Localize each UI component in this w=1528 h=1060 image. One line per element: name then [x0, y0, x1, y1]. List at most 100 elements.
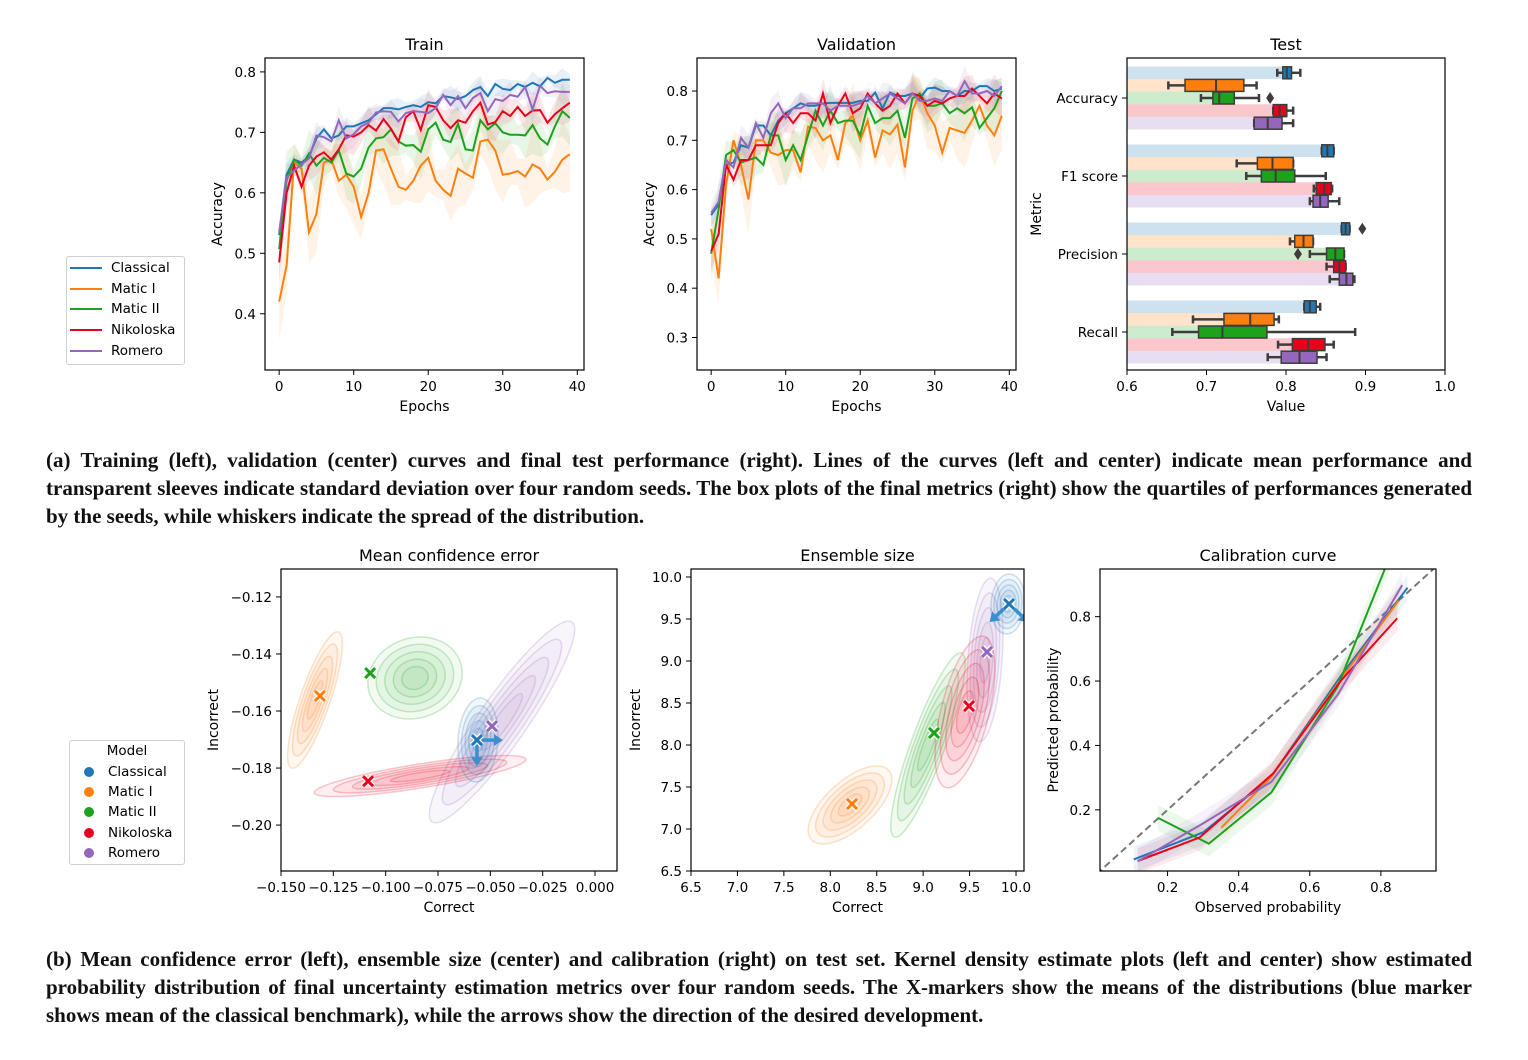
box: [1212, 91, 1236, 105]
y-tick-label: 0.6: [667, 183, 688, 199]
y-tick-label: Recall: [1078, 325, 1118, 341]
mean-bar: [1127, 313, 1247, 326]
y-tick-label: Accuracy: [1056, 91, 1118, 107]
kde-contour: [367, 636, 463, 720]
x-tick-label: 40: [569, 379, 586, 395]
x-tick-label: 8.0: [820, 880, 841, 896]
chart-title: Validation: [817, 35, 896, 54]
chart-title: Calibration curve: [1200, 546, 1337, 565]
legend-item: Matic I: [67, 279, 156, 299]
x-tick-label: 0.8: [1275, 379, 1296, 395]
kde-contour: [441, 638, 563, 806]
series-line-romero: [278, 83, 570, 233]
x-tick-label: 0.8: [1370, 880, 1391, 896]
y-tick-label: 0.8: [235, 65, 256, 81]
outlier-marker: [1293, 248, 1302, 260]
chart-train: Train Epochs Accuracy 0 10 20 30 40 0.4 0.5 0.6 0.7…: [210, 35, 586, 415]
y-tick-label: Precision: [1058, 247, 1118, 263]
confidence-band: [1133, 574, 1408, 871]
y-tick-label: 9.5: [661, 612, 682, 628]
legend-label: Romero: [108, 845, 161, 861]
x-tick-label: 10.0: [1001, 880, 1031, 896]
y-tick-label: 6.5: [661, 864, 682, 880]
mean-bar: [1127, 260, 1340, 273]
legend-label: Romero: [111, 343, 164, 359]
mean-bar: [1127, 66, 1286, 80]
axes-frame: [264, 57, 585, 371]
legend-label: Matic I: [108, 784, 153, 800]
legend-dot: [84, 848, 94, 858]
kde-contour: [950, 676, 980, 748]
kde-contour: [934, 635, 996, 789]
y-tick-label: −0.16: [231, 704, 272, 720]
kde-contour: [890, 651, 966, 839]
x-stroke: [470, 734, 484, 747]
chart-title: Mean confidence error: [359, 546, 540, 565]
y-tick-label: 8.0: [661, 738, 682, 754]
chart-calibration-curve: Calibration curve Observed probability Pre…: [1046, 546, 1437, 916]
box: [1256, 156, 1294, 171]
kde-contour: [467, 674, 537, 770]
y-tick-label: 0.5: [235, 246, 256, 262]
x-tick-label: 6.5: [680, 880, 701, 896]
std-sleeve: [711, 73, 1002, 271]
x-tick-label: −0.125: [308, 880, 358, 896]
x-stroke: [362, 775, 375, 788]
confidence-band: [1221, 587, 1399, 841]
legend-label: Nikoloska: [111, 322, 176, 338]
kde-contour: [972, 606, 998, 714]
x-tick-label: 10: [345, 379, 362, 395]
y-tick-label: −0.12: [231, 590, 272, 606]
legend-item: Classical: [70, 762, 167, 782]
legend-title: Model: [106, 743, 148, 759]
confidence-band: [1157, 569, 1391, 857]
x-tick-label: −0.050: [465, 880, 515, 896]
x-tick-label: 0: [707, 379, 716, 395]
x-stroke: [364, 667, 377, 680]
chart-title: Train: [404, 35, 443, 54]
legend-line: [70, 287, 102, 291]
calibration-line-matic-ii: [1157, 569, 1386, 845]
legend-label: Classical: [108, 764, 167, 780]
legend-dot: [84, 828, 94, 838]
axes-frame: [696, 57, 1017, 371]
kde-contour: [903, 685, 953, 805]
mean-bar: [1127, 91, 1223, 105]
series-line-classical: [278, 76, 570, 236]
axes-frame: [1099, 568, 1437, 872]
y-tick-label: 0.8: [1070, 610, 1091, 626]
y-tick-label: F1 score: [1061, 169, 1118, 185]
legend-label: Matic II: [108, 804, 157, 820]
y-axis-label: Accuracy: [210, 182, 226, 246]
legend-label: Nikoloska: [108, 825, 173, 841]
kde-contour: [480, 693, 524, 751]
kde-contour: [401, 665, 429, 691]
kde-contour: [976, 621, 994, 699]
x-tick-label: 1.0: [1434, 379, 1455, 395]
legend-dot: [84, 807, 94, 817]
x-tick-label: 30: [494, 379, 511, 395]
legend-item: Matic II: [70, 802, 157, 822]
box: [1184, 78, 1245, 93]
direction-arrow-head: [470, 757, 483, 767]
legend-label: Matic I: [111, 281, 156, 297]
confidence-band: [1137, 605, 1398, 871]
y-tick-label: 7.0: [661, 822, 682, 838]
chart-test: Test Value Metric 0.6 0.7 0.8 0.9 1.0 Accuracy F1…: [1029, 35, 1456, 415]
y-tick-label: 0.4: [667, 281, 688, 297]
legend-dot: [84, 787, 94, 797]
outlier-marker: [1358, 222, 1367, 235]
std-sleeve: [711, 76, 1002, 305]
kde-contour: [945, 662, 985, 762]
legend-item: Matic II: [67, 299, 160, 319]
x-tick-label: 7.0: [727, 880, 748, 896]
axes-frame: [690, 568, 1025, 872]
calibration-line-romero: [1137, 584, 1404, 863]
x-stroke: [313, 689, 326, 702]
mean-marker-matic-i: [845, 797, 859, 811]
kde-contour: [428, 620, 576, 824]
y-tick-label: 0.5: [667, 232, 688, 248]
mean-bar: [1127, 194, 1322, 208]
mean-bar: [1127, 235, 1304, 248]
y-axis-label: Metric: [1029, 192, 1045, 236]
